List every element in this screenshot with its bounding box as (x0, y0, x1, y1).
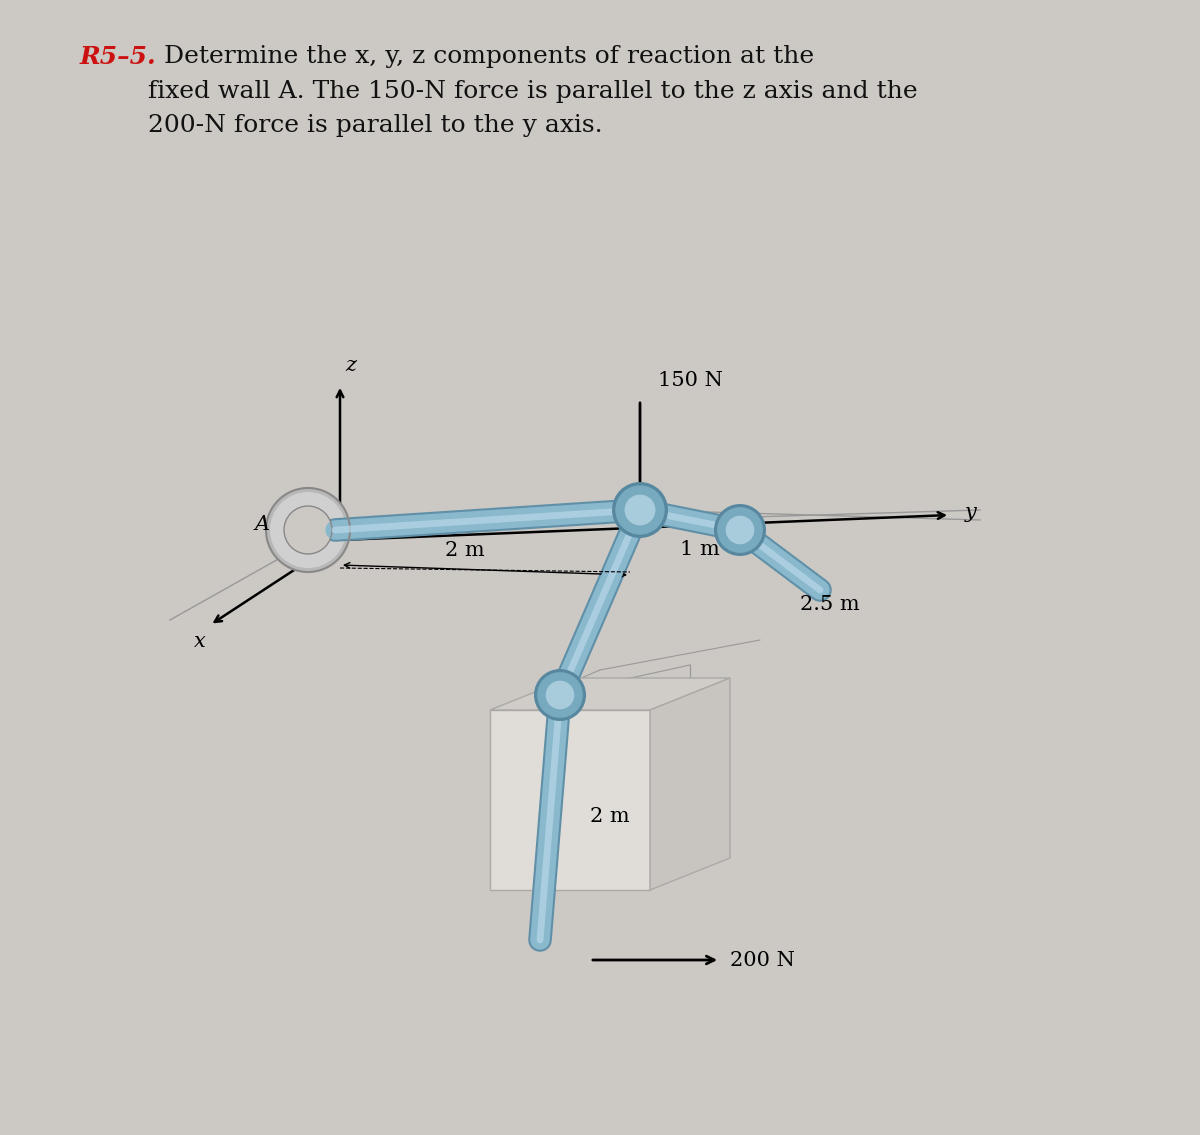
Circle shape (714, 504, 766, 556)
Text: 1 m: 1 m (680, 540, 720, 560)
Circle shape (266, 488, 350, 572)
Text: 2 m: 2 m (590, 807, 630, 826)
Text: Determine the x, y, z components of reaction at the
fixed wall A. The 150-N forc: Determine the x, y, z components of reac… (148, 45, 918, 137)
Text: y: y (965, 503, 977, 521)
Polygon shape (490, 711, 650, 890)
Text: 150 N: 150 N (658, 371, 722, 390)
Circle shape (612, 482, 668, 538)
Circle shape (284, 506, 332, 554)
Circle shape (625, 495, 655, 526)
Text: 2.5 m: 2.5 m (800, 595, 859, 614)
Polygon shape (490, 678, 730, 711)
Text: x: x (194, 632, 206, 651)
Text: z: z (346, 356, 356, 375)
Circle shape (546, 681, 575, 709)
Circle shape (718, 507, 763, 553)
Circle shape (616, 486, 665, 535)
Circle shape (726, 515, 755, 545)
Circle shape (270, 491, 346, 568)
Text: R5–5.: R5–5. (80, 45, 157, 69)
Polygon shape (650, 678, 730, 890)
Text: A: A (254, 515, 270, 535)
Text: 2 m: 2 m (445, 541, 485, 560)
Circle shape (534, 669, 586, 721)
Text: 200 N: 200 N (730, 950, 794, 969)
Circle shape (538, 672, 583, 717)
